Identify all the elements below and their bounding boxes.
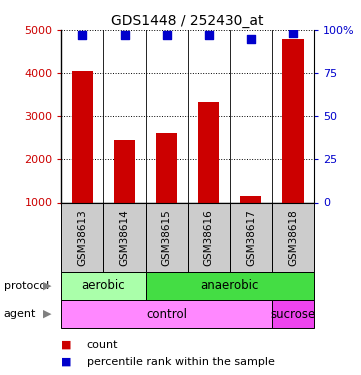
Bar bbox=[188, 202, 230, 272]
Point bbox=[206, 32, 212, 38]
Text: control: control bbox=[146, 308, 187, 321]
Bar bbox=[282, 39, 304, 203]
Text: ■: ■ bbox=[61, 340, 72, 350]
Bar bbox=[145, 202, 188, 272]
Bar bbox=[61, 300, 272, 328]
Text: GSM38615: GSM38615 bbox=[162, 209, 172, 266]
Bar bbox=[156, 133, 177, 202]
Text: ▶: ▶ bbox=[43, 309, 51, 319]
Bar bbox=[272, 202, 314, 272]
Text: aerobic: aerobic bbox=[82, 279, 125, 292]
Text: count: count bbox=[87, 340, 118, 350]
Text: GSM38616: GSM38616 bbox=[204, 209, 214, 266]
Point bbox=[290, 30, 296, 36]
Text: GSM38617: GSM38617 bbox=[246, 209, 256, 266]
Point bbox=[248, 36, 254, 42]
Bar bbox=[61, 202, 104, 272]
Bar bbox=[272, 300, 314, 328]
Bar bbox=[145, 272, 314, 300]
Bar bbox=[230, 202, 272, 272]
Point bbox=[79, 32, 85, 38]
Text: ▶: ▶ bbox=[43, 281, 51, 291]
Text: sucrose: sucrose bbox=[270, 308, 316, 321]
Text: GSM38618: GSM38618 bbox=[288, 209, 298, 266]
Bar bbox=[240, 196, 261, 202]
Point bbox=[164, 32, 170, 38]
Bar bbox=[198, 102, 219, 202]
Bar bbox=[61, 272, 145, 300]
Text: GSM38614: GSM38614 bbox=[119, 209, 130, 266]
Text: percentile rank within the sample: percentile rank within the sample bbox=[87, 357, 274, 367]
Bar bbox=[114, 140, 135, 202]
Bar bbox=[72, 71, 93, 202]
Title: GDS1448 / 252430_at: GDS1448 / 252430_at bbox=[112, 13, 264, 28]
Text: GSM38613: GSM38613 bbox=[77, 209, 87, 266]
Text: agent: agent bbox=[4, 309, 36, 319]
Bar bbox=[104, 202, 145, 272]
Text: anaerobic: anaerobic bbox=[201, 279, 259, 292]
Text: protocol: protocol bbox=[4, 281, 49, 291]
Text: ■: ■ bbox=[61, 357, 72, 367]
Point bbox=[122, 32, 127, 38]
